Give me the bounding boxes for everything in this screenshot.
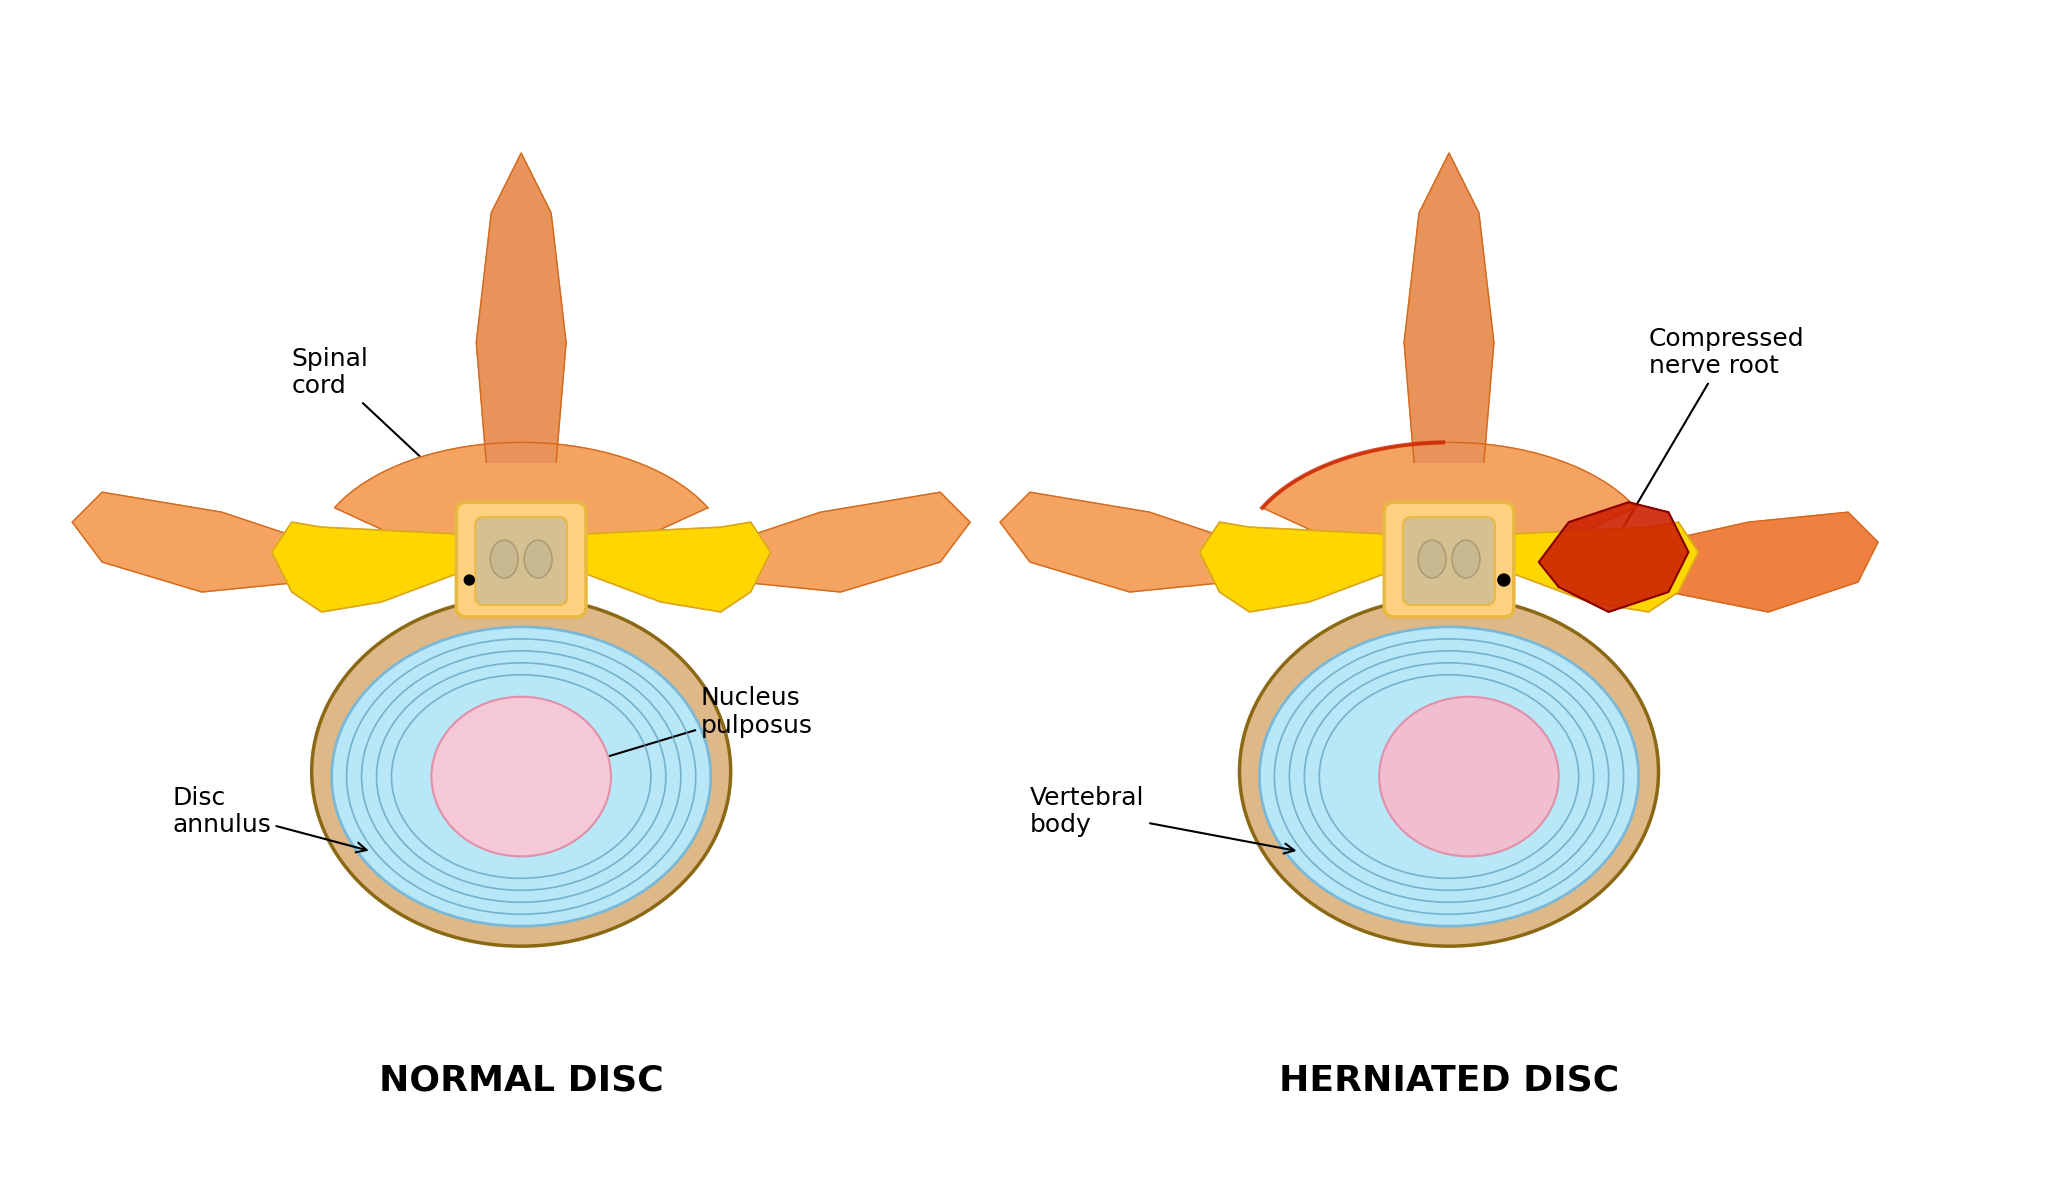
Polygon shape xyxy=(272,522,770,612)
Polygon shape xyxy=(999,492,1239,592)
Ellipse shape xyxy=(332,626,711,927)
Circle shape xyxy=(465,574,475,585)
Ellipse shape xyxy=(1378,696,1559,857)
Polygon shape xyxy=(1405,152,1493,462)
Text: Nucleus
pulposus: Nucleus pulposus xyxy=(547,686,813,777)
FancyBboxPatch shape xyxy=(457,502,586,617)
Polygon shape xyxy=(1659,512,1878,612)
Polygon shape xyxy=(1200,522,1698,612)
Text: Compressed
nerve root: Compressed nerve root xyxy=(1612,326,1804,547)
Polygon shape xyxy=(72,492,311,592)
Ellipse shape xyxy=(1239,597,1659,946)
Ellipse shape xyxy=(1452,540,1481,578)
Ellipse shape xyxy=(1417,540,1446,578)
Ellipse shape xyxy=(432,696,610,857)
Circle shape xyxy=(1497,574,1509,586)
Text: NORMAL DISC: NORMAL DISC xyxy=(379,1064,664,1098)
Polygon shape xyxy=(334,442,709,552)
Polygon shape xyxy=(477,152,565,462)
Ellipse shape xyxy=(311,597,731,946)
FancyBboxPatch shape xyxy=(1403,518,1495,605)
Text: Vertebral
body: Vertebral body xyxy=(1030,786,1294,853)
Ellipse shape xyxy=(489,540,518,578)
Polygon shape xyxy=(1538,502,1688,612)
FancyBboxPatch shape xyxy=(475,518,567,605)
Text: HERNIATED DISC: HERNIATED DISC xyxy=(1278,1064,1620,1098)
Text: Disc
annulus: Disc annulus xyxy=(172,786,367,852)
Ellipse shape xyxy=(1260,626,1638,927)
Polygon shape xyxy=(1262,442,1636,552)
FancyBboxPatch shape xyxy=(1384,502,1513,617)
Ellipse shape xyxy=(524,540,553,578)
Text: Spinal
cord: Spinal cord xyxy=(291,346,502,533)
Polygon shape xyxy=(731,492,971,592)
